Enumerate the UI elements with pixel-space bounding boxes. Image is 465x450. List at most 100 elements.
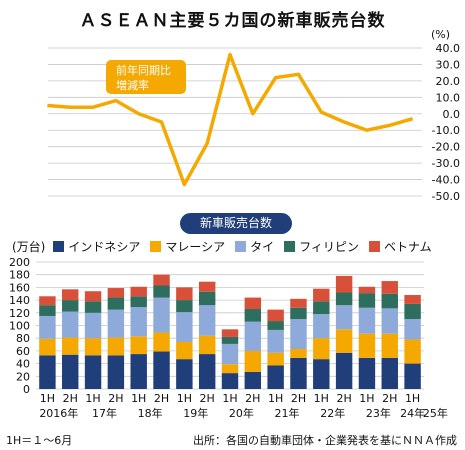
bar-tick-label: 100 [9, 320, 30, 333]
bar-segment-4 [404, 295, 421, 304]
legend-label-vietnam: ベトナム [383, 240, 432, 254]
bar-segment-2 [358, 307, 376, 334]
bar-segment-0 [84, 355, 102, 389]
bar-segment-0 [313, 359, 330, 389]
legend-item-philippines: フィリピン [284, 238, 359, 255]
line-tick-label: 10.0 [436, 91, 461, 104]
legend-item-thailand: タイ [235, 238, 274, 255]
bar-segment-3 [198, 291, 216, 306]
bar-segment-2 [198, 305, 216, 336]
bar-segment-3 [62, 300, 79, 312]
bar-segment-0 [153, 351, 170, 389]
bar-segment-4 [335, 275, 353, 293]
bar-tick-label: 200 [9, 256, 30, 269]
bar-segment-2 [381, 308, 398, 334]
bar-tick-label: 60 [16, 345, 30, 358]
x-year-label: 17年 [92, 406, 117, 420]
bar-segment-3 [358, 293, 376, 308]
x-half-label: 2H [245, 392, 260, 405]
legend-swatch-vietnam [368, 241, 380, 252]
bar-segment-0 [335, 352, 353, 389]
bar-segment-1 [335, 329, 353, 353]
bar-segment-0 [267, 365, 284, 389]
bar-segment-3 [244, 308, 262, 322]
bar-segment-2 [62, 311, 79, 338]
line-tick-label: -20.0 [432, 141, 460, 154]
bar-segment-2 [84, 312, 102, 339]
bar-tick-label: 120 [9, 307, 30, 320]
bar-segment-1 [313, 338, 330, 360]
bar-tick-label: 20 [16, 370, 30, 383]
x-half-label: 1H [222, 392, 237, 405]
footnote-right: 出所：各国の自動車団体・企業発表を基にＮＮＡ作成 [193, 434, 457, 447]
x-half-label: 2H [382, 392, 397, 405]
legend-item-malaysia: マレーシア [150, 238, 225, 255]
bar-tick-label: 40 [16, 358, 30, 371]
bar-segment-2 [153, 297, 170, 333]
bar-segment-4 [176, 287, 193, 301]
legend-swatch-indonesia [53, 241, 65, 252]
x-half-label: 1H [405, 392, 420, 405]
line-tick-label: 0.0 [443, 108, 461, 121]
bar-segment-4 [130, 286, 147, 297]
bar-segment-1 [84, 338, 102, 356]
x-year-label: 22年 [320, 406, 345, 420]
yoy-label-line2: 増減率 [116, 79, 149, 92]
bar-segment-2 [267, 329, 284, 353]
bar-segment-3 [381, 293, 398, 309]
legend-swatch-philippines [284, 241, 296, 252]
bar-segment-0 [358, 357, 376, 389]
yoy-label-line1: 前年同期比 [116, 64, 171, 77]
bar-segment-2 [313, 314, 330, 339]
x-year-label: 24年 [400, 406, 425, 420]
bar-segment-3 [39, 305, 56, 316]
bar-segment-4 [290, 298, 307, 308]
bar-segment-2 [404, 319, 421, 340]
x-year-label: 25年 [423, 406, 448, 420]
x-year-label: 20年 [229, 406, 254, 420]
x-half-label: 2H [200, 392, 215, 405]
legend-label-philippines: フィリピン [299, 240, 359, 254]
bar-segment-1 [153, 332, 170, 352]
bar-segment-4 [84, 291, 102, 302]
legend-item-vietnam: ベトナム [368, 238, 432, 255]
x-half-label: 1H [85, 392, 100, 405]
bar-segment-1 [107, 337, 125, 356]
legend-swatch-thailand [235, 241, 247, 252]
bar-segment-3 [130, 296, 147, 308]
x-half-label: 2H [291, 392, 306, 405]
line-tick-label: -50.0 [432, 190, 460, 203]
bar-segment-2 [39, 315, 56, 339]
x-year-label: 19年 [183, 406, 208, 420]
bar-segment-4 [244, 297, 262, 309]
x-half-label: 1H [131, 392, 146, 405]
bar-segment-2 [335, 305, 353, 330]
bar-segment-0 [107, 355, 125, 389]
bar-segment-0 [221, 373, 239, 389]
bar-segment-4 [198, 281, 216, 292]
bar-segment-3 [313, 301, 330, 315]
bar-segment-0 [290, 357, 307, 389]
bar-segment-1 [176, 342, 193, 360]
x-half-label: 2H [108, 392, 123, 405]
bar-segment-4 [358, 286, 376, 294]
bar-unit-label: (万台) [12, 240, 46, 254]
bar-segment-0 [39, 355, 56, 389]
bar-segment-1 [130, 336, 147, 355]
bar-segment-0 [130, 354, 147, 389]
x-half-label: 1H [359, 392, 374, 405]
bar-segment-4 [39, 296, 56, 306]
bar-segment-4 [107, 288, 125, 298]
line-tick-label: 40.0 [436, 42, 461, 55]
bar-segment-3 [221, 336, 239, 344]
sales-label-badge: 新車販売台数 [180, 213, 292, 234]
legend-label-malaysia: マレーシア [165, 240, 226, 254]
x-half-label: 2H [63, 392, 78, 405]
bar-segment-1 [244, 350, 262, 372]
bar-segment-1 [381, 333, 398, 358]
bar-segment-2 [244, 321, 262, 351]
bar-segment-4 [62, 289, 79, 301]
line-tick-label: -30.0 [432, 157, 460, 170]
yoy-label-badge: 前年同期比 増減率 [106, 60, 186, 94]
